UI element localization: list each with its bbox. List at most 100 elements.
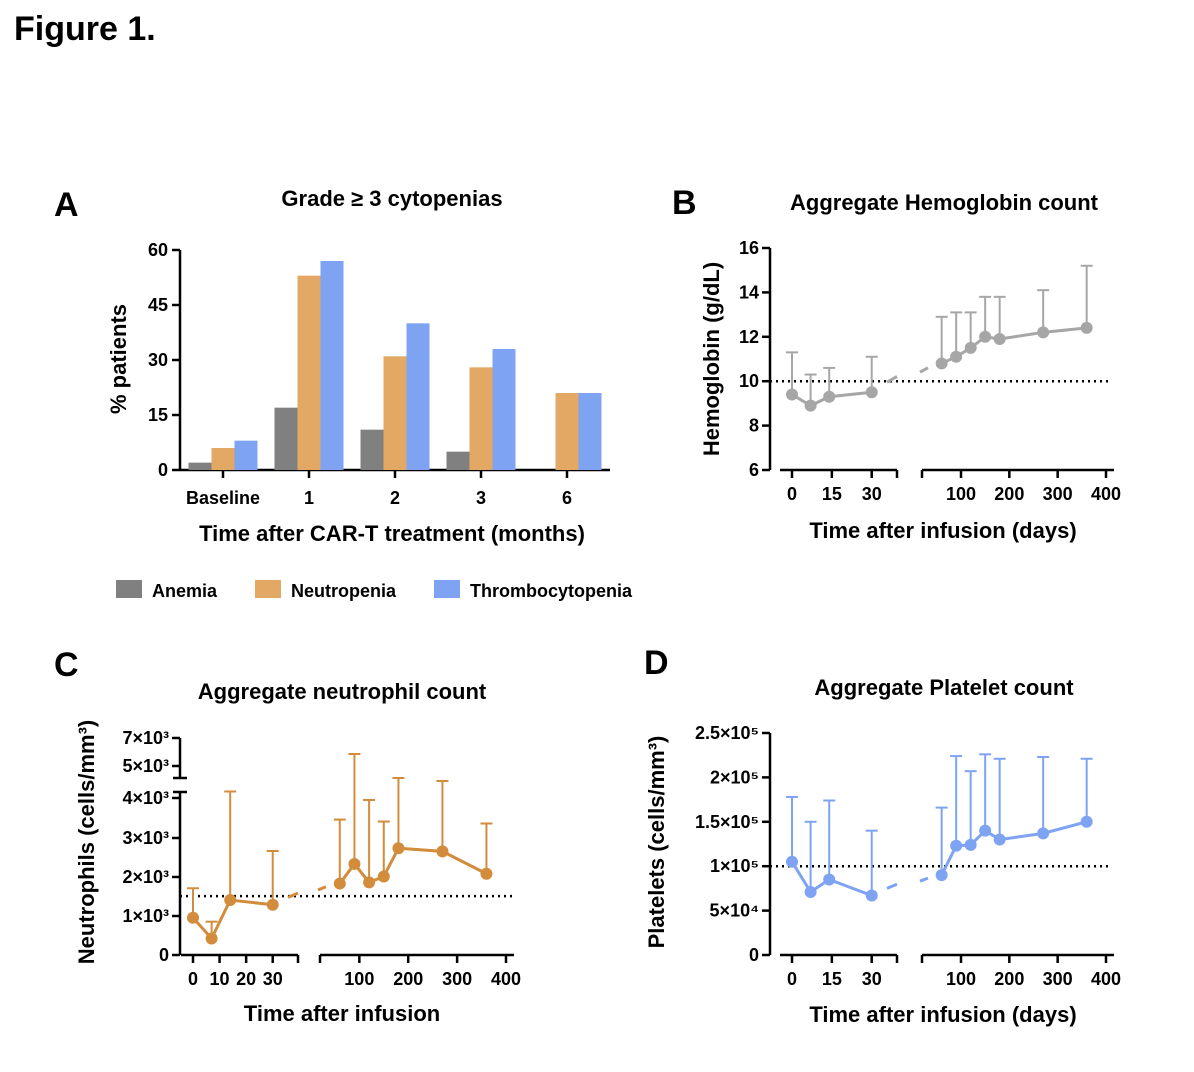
- panel-c-xlabel: Time after infusion: [244, 1001, 440, 1026]
- panel-d-data-point: [865, 889, 878, 902]
- panel-b-ytick-label: 16: [739, 238, 759, 258]
- panel-d-data-point: [935, 869, 948, 882]
- panel-d-xtick-label: 400: [1091, 969, 1121, 989]
- panel-letter-c: C: [54, 646, 79, 684]
- figure-title: Figure 1.: [14, 10, 156, 48]
- panel-c-data-point: [333, 877, 346, 890]
- panel-letter-a: A: [54, 186, 79, 224]
- panel-c-title: Aggregate neutrophil count: [198, 679, 487, 704]
- panel-b-data-point: [786, 388, 798, 401]
- panel-d-xtick-label: 300: [1043, 969, 1073, 989]
- panel-c-data-point: [224, 894, 237, 907]
- panel-d-xlabel: Time after infusion (days): [809, 1002, 1076, 1027]
- panel-d-ytick-label: 2×10⁵: [710, 767, 759, 787]
- panel-c-series-line-segment1: [191, 898, 273, 942]
- panel-c-data-point: [266, 898, 279, 911]
- panel-c-ytick-label: 4×10³: [122, 788, 169, 808]
- panel-d-break-stub: [919, 876, 929, 883]
- panel-b-data-point: [865, 386, 878, 399]
- panel-c-data-point: [187, 911, 199, 924]
- panel-c-ytick-label: 0: [159, 945, 169, 965]
- panel-c-xtick-label: 0: [188, 969, 198, 989]
- panel-d-ytick-label: 1.5×10⁵: [695, 812, 759, 832]
- panel-a-bar: [469, 367, 493, 470]
- panel-b-xtick-label: 400: [1091, 484, 1121, 504]
- panel-d-ytick-label: 0: [749, 945, 759, 965]
- panel-c-xtick-label: 300: [442, 969, 472, 989]
- panel-c-ytick-label: 7×10³: [122, 728, 169, 748]
- panel-b-data-point: [935, 357, 948, 370]
- panel-a-bar: [274, 407, 298, 470]
- panel-b-data-point: [823, 390, 836, 403]
- panel-a-bar: [188, 462, 212, 470]
- panel-a-bar: [555, 393, 579, 470]
- panel-c-ylabel: Neutrophils (cells/mm³): [74, 720, 99, 964]
- panel-a-bar: [211, 448, 235, 470]
- panel-a-bar: [383, 356, 407, 470]
- panel-a-bar: [446, 451, 470, 470]
- panel-b-ytick-label: 10: [739, 371, 759, 391]
- panel-a-xtick-label: 3: [476, 488, 486, 508]
- panel-d-data-point: [993, 833, 1006, 846]
- panel-b-data-point: [979, 330, 992, 343]
- panel-c-xtick-label: 20: [236, 969, 256, 989]
- panel-b-xtick-label: 100: [946, 484, 976, 504]
- panel-b-data-point: [1080, 321, 1093, 334]
- panel-a-bar: [578, 393, 602, 470]
- panel-b-title: Aggregate Hemoglobin count: [790, 190, 1099, 215]
- panel-letter-b: B: [672, 184, 697, 222]
- panel-c-data-point: [392, 842, 405, 855]
- panel-b-ylabel: Hemoglobin (g/dL): [699, 262, 724, 456]
- panel-c-data-point: [348, 857, 361, 870]
- panel-b-xtick-label: 200: [994, 484, 1024, 504]
- panel-d-xtick-label: 30: [862, 969, 882, 989]
- panel-b-ytick-label: 12: [739, 327, 759, 347]
- panel-b-break-stub: [886, 375, 898, 384]
- legend-label: Thrombocytopenia: [470, 581, 633, 601]
- panel-letter-d: D: [644, 644, 669, 682]
- panel-d-plot: 0 5×10⁴ 1×10⁵ 1.5×10⁵ 2×10⁵ 2.5×10⁵ 0 15 30 100 20…: [695, 723, 1121, 989]
- panel-b-ytick-label: 6: [749, 460, 759, 480]
- panel-d-data-point: [1080, 815, 1093, 828]
- panel-b-series-line-segment1: [791, 390, 872, 408]
- panel-a-title: Grade ≥ 3 cytopenias: [281, 186, 502, 211]
- panel-a-ytick-label: 45: [148, 295, 168, 315]
- panel-c-ytick-label: 3×10³: [122, 828, 169, 848]
- panel-d-ylabel: Platelets (cells/mm³): [644, 736, 669, 949]
- panel-d-data-point: [823, 873, 836, 886]
- legend-label: Anemia: [152, 581, 218, 601]
- panel-d-data-point: [979, 824, 992, 837]
- panel-d-ytick-label: 1×10⁵: [710, 856, 759, 876]
- panel-b-xlabel: Time after infusion (days): [809, 518, 1076, 543]
- panel-a-xtick-label: 2: [390, 488, 400, 508]
- panel-a-bar: [360, 429, 384, 470]
- panel-a-bar: [234, 440, 258, 470]
- panel-a-xtick-label: 1: [304, 488, 314, 508]
- panel-d-title: Aggregate Platelet count: [814, 675, 1074, 700]
- panel-c-data-point: [205, 932, 218, 945]
- panel-c-xtick-label: 200: [393, 969, 423, 989]
- panel-b-data-point: [1037, 326, 1050, 339]
- panel-c-xtick-label: 10: [210, 969, 230, 989]
- panel-d-data-point: [786, 855, 798, 868]
- panel-c-xtick-label: 100: [344, 969, 374, 989]
- panel-a-xlabel: Time after CAR-T treatment (months): [199, 521, 585, 546]
- panel-c-data-point: [480, 867, 493, 880]
- panel-c-data-point: [377, 870, 390, 883]
- panel-a-ytick-label: 0: [158, 460, 168, 480]
- panel-a-ytick-label: 15: [148, 405, 168, 425]
- panel-a-ylabel: % patients: [106, 304, 131, 414]
- panel-a-plot: 0 15 30 45 60 Baseline 1 2 3 6: [148, 240, 610, 508]
- panel-b-ytick-label: 8: [749, 416, 759, 436]
- panel-d-series-line-segment1: [790, 860, 873, 897]
- panel-c-xtick-label: 400: [491, 969, 521, 989]
- panel-a-ytick-label: 60: [148, 240, 168, 260]
- panel-b-xtick-label: 30: [862, 484, 882, 504]
- panel-c-xtick-label: 30: [263, 969, 283, 989]
- panel-c-break-stub: [317, 885, 327, 892]
- panel-a-bar: [320, 261, 344, 470]
- legend: Anemia Neutropenia Thrombocytopenia: [116, 580, 633, 601]
- panel-a-xtick-label: 6: [562, 488, 572, 508]
- panel-b-data-point: [993, 333, 1006, 346]
